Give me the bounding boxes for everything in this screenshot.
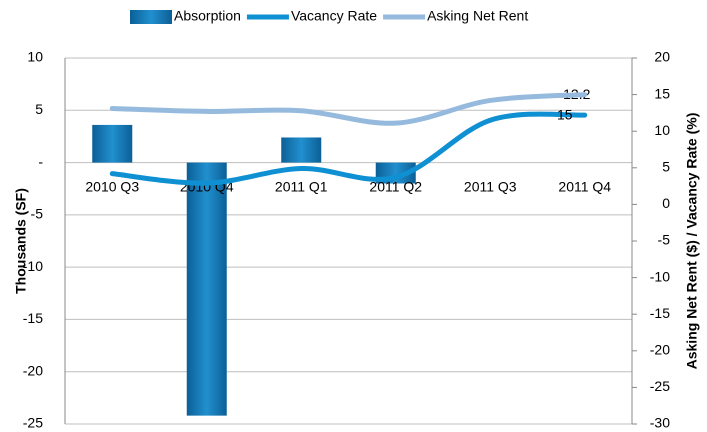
legend-swatch bbox=[130, 10, 172, 24]
y2-tick-label: 0 bbox=[662, 195, 670, 211]
y-tick-label: 5 bbox=[35, 101, 43, 117]
y2-tick-label: -25 bbox=[650, 378, 670, 394]
y2-tick-label: -5 bbox=[658, 232, 671, 248]
x-tick-label: 2011 Q2 bbox=[369, 178, 422, 194]
line-series bbox=[109, 92, 588, 126]
y-tick-label: 10 bbox=[27, 49, 43, 65]
y2-tick-label: -15 bbox=[650, 305, 670, 321]
bar bbox=[186, 162, 227, 416]
y-axis-title: Thousands (SF) bbox=[13, 188, 29, 294]
y-tick-label: -25 bbox=[23, 415, 43, 431]
x-tick-label: 2011 Q1 bbox=[275, 178, 328, 194]
y-tick-label: -20 bbox=[23, 362, 43, 378]
y2-tick-label: 20 bbox=[654, 49, 670, 65]
line-series bbox=[109, 111, 588, 186]
y2-tick-label: 5 bbox=[662, 159, 670, 175]
y2-tick-label: -30 bbox=[650, 415, 670, 431]
legend-label: Vacancy Rate bbox=[291, 8, 377, 24]
x-tick-label: 2011 Q4 bbox=[558, 178, 611, 194]
y2-axis-title: Asking Net Rent ($) / Vacancy Rate (%) bbox=[684, 113, 700, 370]
y-tick-label: -5 bbox=[31, 206, 44, 222]
data-label: 15 bbox=[557, 106, 573, 122]
bar bbox=[92, 124, 133, 163]
legend-label: Asking Net Rent bbox=[427, 8, 528, 24]
y-tick-label: -15 bbox=[23, 310, 43, 326]
y2-tick-label: 15 bbox=[654, 85, 670, 101]
y2-tick-label: 10 bbox=[654, 122, 670, 138]
y2-tick-label: -20 bbox=[650, 342, 670, 358]
legend-label: Absorption bbox=[174, 8, 241, 24]
y-tick-label: -10 bbox=[23, 258, 43, 274]
x-tick-label: 2010 Q3 bbox=[85, 178, 139, 194]
bar bbox=[281, 137, 322, 163]
y2-tick-label: -10 bbox=[650, 268, 670, 284]
x-tick-label: 2011 Q3 bbox=[464, 178, 517, 194]
y-tick-label: - bbox=[38, 153, 43, 169]
